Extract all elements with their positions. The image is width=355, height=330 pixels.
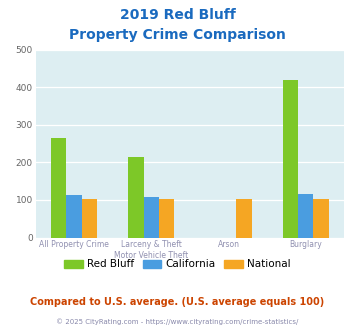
Bar xyxy=(128,157,143,238)
Bar xyxy=(82,199,97,238)
Bar xyxy=(236,199,252,238)
Bar xyxy=(51,138,66,238)
Bar xyxy=(298,194,313,238)
Bar xyxy=(159,199,175,238)
Bar xyxy=(313,199,329,238)
Bar xyxy=(283,80,298,238)
Text: Compared to U.S. average. (U.S. average equals 100): Compared to U.S. average. (U.S. average … xyxy=(31,297,324,307)
Bar xyxy=(66,195,82,238)
Legend: Red Bluff, California, National: Red Bluff, California, National xyxy=(60,255,295,274)
Text: © 2025 CityRating.com - https://www.cityrating.com/crime-statistics/: © 2025 CityRating.com - https://www.city… xyxy=(56,318,299,325)
Bar xyxy=(143,197,159,238)
Text: 2019 Red Bluff: 2019 Red Bluff xyxy=(120,8,235,22)
Text: Property Crime Comparison: Property Crime Comparison xyxy=(69,28,286,42)
